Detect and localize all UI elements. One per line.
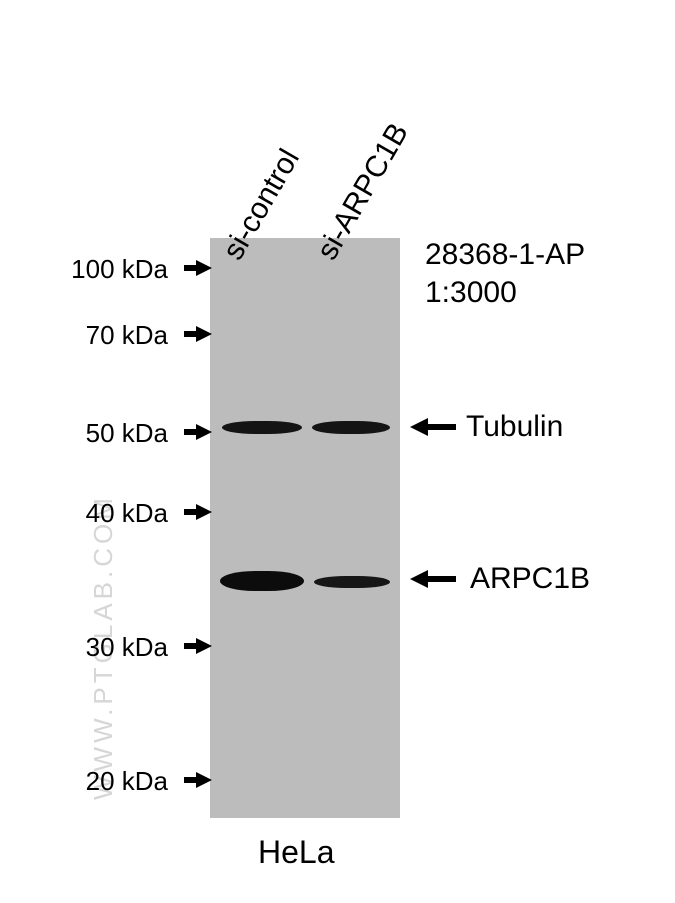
mw-arrow-icon [196,772,212,788]
band-tubulin-lane1 [222,421,302,434]
antibody-catalog: 28368-1-AP [425,238,585,272]
band-arpc1b-lane2 [314,576,390,588]
band-label-tubulin: Tubulin [466,410,563,444]
western-blot-figure: WWW.PTGLAB.COM si-control si-ARPC1B 2836… [0,0,675,903]
mw-label-100: 100 kDa [71,254,168,285]
mw-arrow-icon [196,326,212,342]
blot-membrane [210,238,400,818]
band-arrow-icon [410,570,428,588]
band-label-arpc1b: ARPC1B [470,562,590,596]
cell-line-label: HeLa [258,834,335,871]
mw-label-40: 40 kDa [86,498,168,529]
mw-arrow-icon [196,504,212,520]
mw-label-70: 70 kDa [86,320,168,351]
band-arrow-icon [410,418,428,436]
mw-arrow-icon [196,638,212,654]
band-arpc1b-lane1 [220,571,304,591]
mw-label-30: 30 kDa [86,632,168,663]
mw-label-50: 50 kDa [86,418,168,449]
mw-arrow-icon [196,424,212,440]
antibody-dilution: 1:3000 [425,276,517,310]
mw-arrow-icon [196,260,212,276]
band-tubulin-lane2 [312,421,390,434]
mw-label-20: 20 kDa [86,766,168,797]
